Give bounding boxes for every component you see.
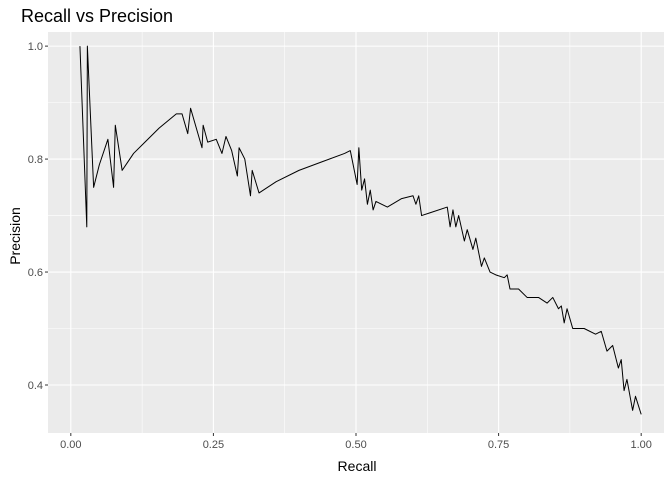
series-layer xyxy=(79,45,642,415)
y-tick-label: 0.6 xyxy=(28,267,43,279)
y-tick-label: 0.8 xyxy=(28,154,43,166)
x-axis-ticks: 0.00 0.25 0.50 0.75 1.00 xyxy=(60,433,652,451)
major-gridlines xyxy=(48,32,664,433)
x-tick-label: 0.25 xyxy=(203,439,224,451)
x-tick-label: 1.00 xyxy=(630,439,651,451)
series-line xyxy=(79,45,642,415)
y-axis-ticks: 0.4 0.6 0.8 1.0 xyxy=(28,41,48,392)
y-axis-title: Precision xyxy=(7,207,23,265)
chart-title: Recall vs Precision xyxy=(21,6,173,26)
x-tick-label: 0.00 xyxy=(60,439,81,451)
y-tick-label: 0.4 xyxy=(28,380,43,392)
x-tick-label: 0.75 xyxy=(488,439,509,451)
x-tick-label: 0.50 xyxy=(345,439,366,451)
y-tick-label: 1.0 xyxy=(28,41,43,53)
x-axis-title: Recall xyxy=(338,458,377,474)
